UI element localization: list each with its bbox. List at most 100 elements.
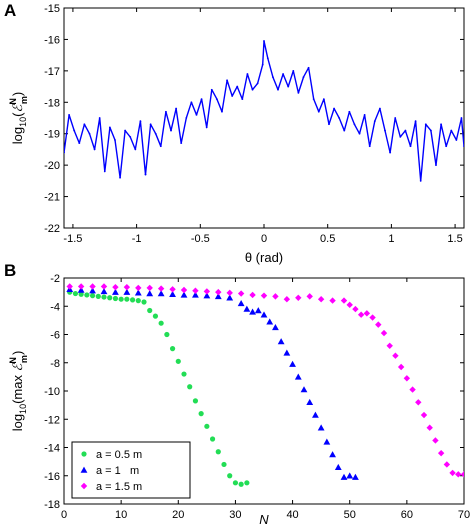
panel-b-series-1-point	[329, 451, 336, 458]
panel-b-y-title-prefix: log	[10, 414, 25, 431]
panel-a-data-point	[373, 120, 376, 123]
panel-b-series-0-point	[107, 295, 113, 301]
panel-label-a: A	[4, 1, 16, 20]
panel-b-series-1-point	[334, 463, 342, 470]
panel-b-y-tick-label: -2	[50, 273, 60, 285]
panel-a-data-point	[129, 135, 132, 138]
panel-a-data-point	[297, 91, 300, 94]
panel-a-data-point	[450, 129, 453, 132]
panel-b-series-1-point	[260, 311, 268, 318]
panel-b-series-0-point	[192, 398, 199, 404]
panel-a-data-point	[409, 145, 412, 148]
panel-b-series-0-point	[227, 473, 233, 479]
panel-b-series-1-point	[243, 305, 251, 312]
panel-b-x-tick-label: 60	[401, 509, 413, 521]
panel-b-y-title-subm: m	[19, 355, 29, 363]
panel-b-series-2-point	[403, 375, 411, 382]
panel-b-series-2-point	[192, 287, 199, 294]
panel-b-series-1-point	[249, 308, 256, 315]
panel-a-data-point	[170, 129, 172, 132]
panel-b-series-0-point	[95, 293, 101, 299]
panel-b-series-1-point	[123, 288, 131, 295]
panel-a-data-point	[358, 132, 361, 135]
panel-b-x-tick-label: 0	[61, 509, 67, 521]
panel-a-data-point	[379, 107, 381, 110]
panel-a-y-tick-label: -21	[44, 192, 60, 204]
panel-a-data-point	[98, 117, 101, 119]
panel-a-data-point	[83, 123, 86, 126]
panel-b-y-title-sup: N	[8, 357, 18, 364]
panel-a-data-point	[226, 79, 228, 82]
panel-b-y-tick-label: -16	[44, 471, 60, 483]
panel-b-series-1-point	[146, 290, 154, 297]
panel-a-y-tick-label: -16	[44, 34, 60, 46]
panel-b-y-tick-label: -18	[44, 499, 60, 511]
panel-b-legend-box	[71, 441, 191, 499]
panel-a-y-tick-label: -19	[44, 129, 60, 141]
panel-b-series-1-point	[340, 473, 348, 480]
panel-b-series-2-point	[135, 284, 142, 292]
panel-a-x-tick-label: 0	[261, 233, 267, 245]
panel-a-data-point	[368, 145, 371, 148]
panel-b-series-2-point	[237, 290, 245, 297]
panel-b-x-tick-label: 40	[286, 509, 298, 521]
panel-b-series-2-point	[369, 314, 376, 321]
panel-b-y-tick-label: -8	[50, 358, 60, 370]
panel-b-series-2-point	[272, 293, 279, 300]
panel-b-series-2-point	[397, 363, 405, 371]
panel-a-data-point	[236, 85, 239, 88]
panel-b-series-2-point	[409, 386, 416, 393]
panel-b-series-0-point	[84, 292, 90, 298]
panel-b-plot-area	[66, 283, 464, 487]
panel-a-data-point	[144, 173, 147, 176]
panel-a-data-point	[440, 123, 442, 126]
panel-b-y-title-close: )	[10, 351, 25, 355]
panel-b-series-0-point	[78, 291, 84, 297]
panel-b-series-2-point	[146, 284, 153, 292]
panel-a-x-tick-label: -1	[132, 233, 142, 245]
panel-b-series-2-point	[215, 288, 222, 296]
panel-b-series-2-point	[169, 286, 176, 293]
panel-a-y-tick-label: -15	[44, 3, 60, 15]
panel-b-series-0-point	[232, 480, 239, 486]
panel-b-series-2-point	[89, 283, 96, 290]
panel-b-series-0-point	[89, 293, 96, 299]
panel-a-data-point	[119, 176, 121, 179]
panel-b-series-2-point	[460, 471, 464, 478]
panel-b-series-2-point	[306, 293, 313, 300]
panel-b-series-2-point	[392, 352, 399, 359]
panel-b-series-2-point	[415, 399, 422, 406]
panel-a-data-point	[251, 88, 254, 91]
panel-b-series-2-point	[455, 471, 462, 478]
panel-a-data-point	[159, 145, 162, 148]
panel-b-y-title-symbol: ℰ	[10, 362, 25, 371]
panel-a-data-point	[124, 129, 127, 132]
panel-b-series-2-point	[295, 294, 302, 301]
panel-a-data-point	[343, 129, 346, 132]
panel-a-data-point	[200, 98, 203, 101]
panel-b-series-1-point	[266, 318, 274, 325]
panel-b-series-2-point	[380, 329, 388, 337]
panel-a-data-point	[353, 123, 356, 126]
panel-a-data-point	[404, 129, 407, 132]
panel-a-data-point	[103, 170, 106, 173]
panel-a-y-title-open: (	[10, 112, 25, 117]
panel-b-series-1-point	[203, 292, 211, 299]
panel-a-y-tick-label: -20	[44, 160, 60, 172]
panel-a-data-point	[272, 76, 274, 79]
panel-b-series-2-point	[283, 295, 291, 303]
panel-b-legend-marker	[80, 482, 88, 490]
panel-b-series-1-point	[300, 386, 308, 393]
panel-b-x-tick-label: 20	[172, 509, 184, 521]
panel-b-series-2-point	[443, 461, 451, 468]
panel-a-x-tick-label: 0.5	[320, 233, 335, 245]
panel-b-series-2-point	[363, 310, 371, 317]
panel-a-data-point	[394, 117, 397, 119]
panel-a-data-point	[93, 148, 96, 151]
panel-b-series-0-point	[169, 346, 176, 352]
panel-a-y-title-close: )	[10, 92, 25, 96]
panel-b-series-1-point	[254, 307, 262, 314]
panel-b-series-2-point	[346, 301, 353, 309]
panel-a-data-point	[312, 98, 315, 101]
